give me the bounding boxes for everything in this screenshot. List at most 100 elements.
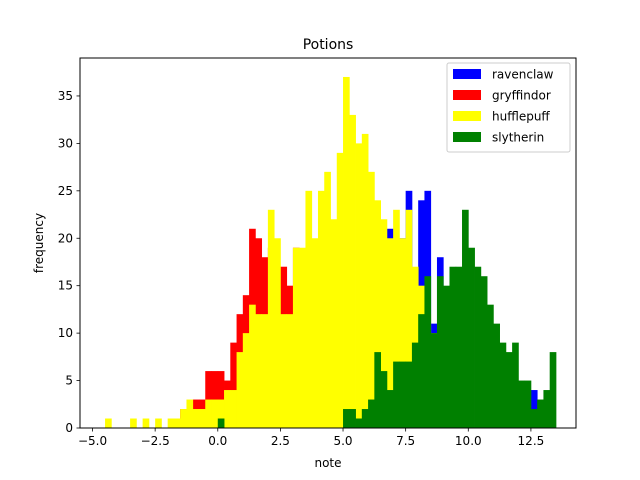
bar-slytherin-1 <box>343 409 350 428</box>
x-axis-ticks: −5.0 −2.5 0.0 2.5 5.0 7.5 10.0 12.5 <box>78 428 544 448</box>
bar-slytherin-15 <box>430 333 438 428</box>
legend-label-slytherin: slytherin <box>492 131 544 145</box>
bar-hufflepuff-17 <box>249 304 256 428</box>
legend-label-hufflepuff: hufflepuff <box>492 110 550 124</box>
bar-slytherin-0 <box>217 418 225 428</box>
legend-swatch-slytherin <box>453 132 481 142</box>
bar-slytherin-17 <box>443 285 450 428</box>
bar-slytherin-31 <box>530 409 538 428</box>
bar-slytherin-22 <box>474 266 482 428</box>
y-axis-label: frequency <box>32 213 46 273</box>
bar-hufflepuff-13 <box>224 390 231 428</box>
bar-hufflepuff-21 <box>274 238 281 428</box>
bar-slytherin-6 <box>374 352 381 428</box>
bar-gryffindor-3 <box>205 371 212 428</box>
bar-hufflepuff-23 <box>286 314 294 428</box>
bar-hufflepuff-12 <box>217 399 225 428</box>
bar-hufflepuff-5 <box>173 418 181 428</box>
bar-slytherin-3 <box>355 418 363 428</box>
bar-slytherin-24 <box>487 304 494 428</box>
bar-slytherin-25 <box>493 323 500 428</box>
y-tick-label: 0 <box>65 421 73 435</box>
bar-slytherin-30 <box>524 380 532 428</box>
x-tick-label: 2.5 <box>271 434 290 448</box>
bar-hufflepuff-9 <box>198 409 206 428</box>
bar-slytherin-7 <box>380 371 388 428</box>
bar-slytherin-13 <box>418 314 425 428</box>
bar-hufflepuff-32 <box>343 76 350 428</box>
bar-hufflepuff-0 <box>105 418 112 428</box>
legend: ravenclaw gryffindor hufflepuff slytherin <box>446 62 571 153</box>
y-tick-label: 25 <box>58 184 73 198</box>
legend-label-gryffindor: gryffindor <box>492 89 551 103</box>
bar-slytherin-32 <box>537 399 544 428</box>
bar-slytherin-4 <box>361 409 369 428</box>
bar-hufflepuff-28 <box>317 190 325 428</box>
bar-hufflepuff-25 <box>299 247 306 428</box>
bar-slytherin-33 <box>543 390 551 428</box>
bar-hufflepuff-7 <box>186 399 194 428</box>
bar-hufflepuff-3 <box>155 418 162 428</box>
bar-hufflepuff-34 <box>355 143 363 428</box>
y-tick-label: 10 <box>58 326 73 340</box>
bar-hufflepuff-15 <box>236 352 244 428</box>
bar-slytherin-19 <box>455 266 463 428</box>
bar-gryffindor-4 <box>211 371 219 428</box>
x-axis-label: note <box>314 456 341 470</box>
bar-slytherin-10 <box>399 361 407 428</box>
bar-hufflepuff-38 <box>380 219 388 428</box>
legend-swatch-hufflepuff <box>453 111 481 121</box>
bar-hufflepuff-36 <box>368 171 375 428</box>
bar-hufflepuff-22 <box>280 314 288 428</box>
bar-gryffindor-7 <box>230 342 237 428</box>
bar-hufflepuff-33 <box>349 114 356 429</box>
bar-ravenclaw-8 <box>530 390 538 428</box>
bar-slytherin-26 <box>499 342 507 428</box>
legend-entries: ravenclaw gryffindor hufflepuff slytherin <box>453 68 554 145</box>
series-slytherin <box>217 209 557 428</box>
bar-slytherin-28 <box>512 342 519 428</box>
bar-hufflepuff-29 <box>324 171 331 428</box>
y-tick-label: 20 <box>58 231 73 245</box>
bar-slytherin-16 <box>436 276 444 428</box>
chart-title: Potions <box>303 37 354 53</box>
bar-hufflepuff-16 <box>242 333 250 428</box>
bar-slytherin-18 <box>449 266 457 428</box>
bar-slytherin-21 <box>468 247 475 428</box>
bar-hufflepuff-31 <box>336 152 344 428</box>
bar-slytherin-12 <box>411 342 419 428</box>
bar-hufflepuff-10 <box>205 399 212 428</box>
bar-hufflepuff-27 <box>311 238 319 428</box>
bar-hufflepuff-37 <box>374 200 381 428</box>
legend-swatch-ravenclaw <box>453 69 481 79</box>
bar-hufflepuff-24 <box>292 247 300 428</box>
x-tick-label: 5.0 <box>333 434 352 448</box>
bar-hufflepuff-19 <box>261 314 269 428</box>
x-tick-label: 7.5 <box>396 434 415 448</box>
y-tick-label: 30 <box>58 136 73 150</box>
bar-hufflepuff-4 <box>167 418 175 428</box>
bar-slytherin-11 <box>405 361 413 428</box>
bar-hufflepuff-35 <box>361 133 369 428</box>
bar-hufflepuff-20 <box>267 209 275 428</box>
bar-hufflepuff-18 <box>255 314 263 428</box>
bar-slytherin-34 <box>549 352 557 428</box>
bar-hufflepuff-2 <box>142 418 150 428</box>
bar-hufflepuff-14 <box>230 390 237 428</box>
bar-slytherin-5 <box>368 399 375 428</box>
bar-slytherin-27 <box>505 352 513 428</box>
bar-hufflepuff-11 <box>211 399 219 428</box>
bar-slytherin-23 <box>480 276 488 428</box>
bar-gryffindor-5 <box>217 371 225 428</box>
bar-hufflepuff-39 <box>386 238 394 428</box>
x-tick-label: 12.5 <box>518 434 545 448</box>
bar-hufflepuff-6 <box>180 409 187 428</box>
bar-slytherin-29 <box>518 380 526 428</box>
bar-hufflepuff-41 <box>399 238 407 428</box>
x-tick-label: −5.0 <box>78 434 107 448</box>
x-tick-label: −2.5 <box>141 434 170 448</box>
y-tick-label: 5 <box>65 374 73 388</box>
bar-hufflepuff-42 <box>405 209 413 428</box>
x-tick-label: 0.0 <box>208 434 227 448</box>
